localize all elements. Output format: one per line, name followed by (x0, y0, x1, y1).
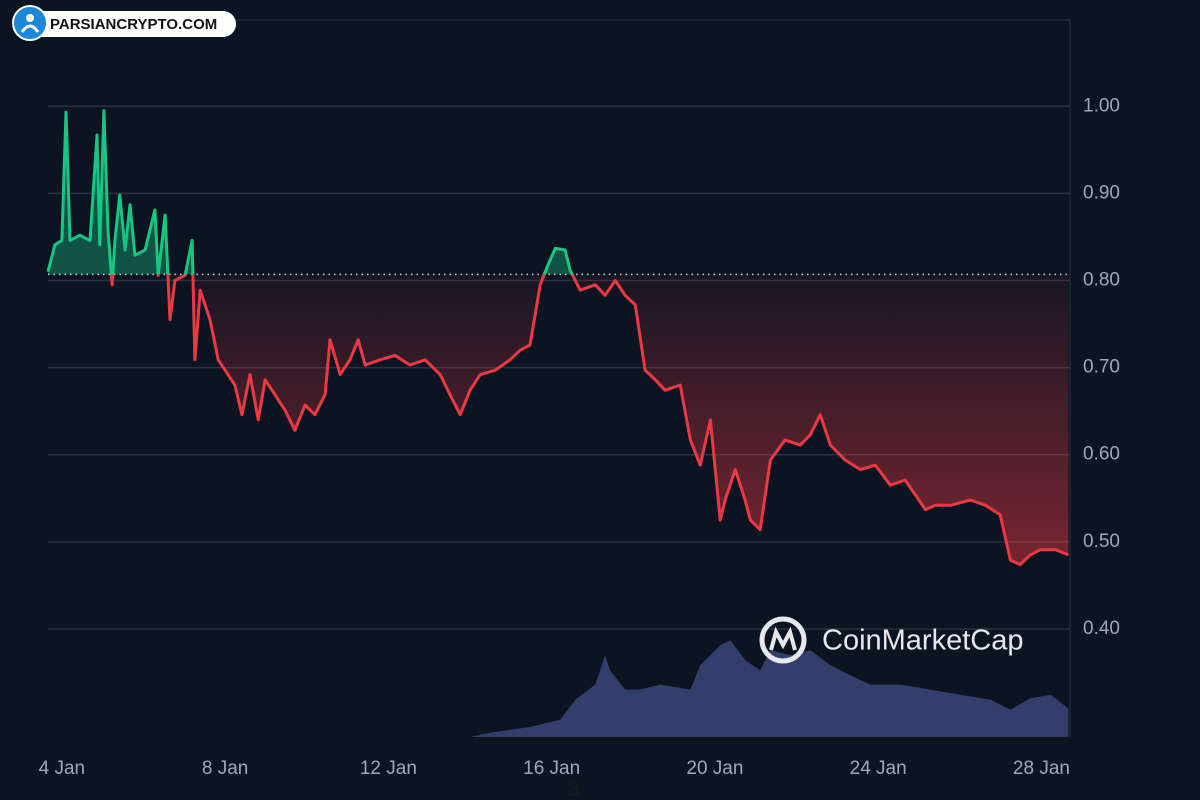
y-tick-label: 0.60 (1083, 444, 1120, 465)
y-tick-label: 1.00 (1083, 95, 1120, 116)
x-tick-label: 28 Jan (1013, 758, 1070, 779)
price-area (48, 110, 1069, 565)
source: PARSIANCRYPTO.COM (50, 16, 217, 33)
x-tick-label: 12 Jan (360, 758, 417, 779)
badge-bg (26, 11, 236, 37)
volume-layer (48, 640, 1069, 737)
note: 3 (568, 778, 579, 800)
source-badge: PARSIANCRYPTO.COM (12, 5, 236, 41)
cmc-icon (759, 616, 807, 664)
x-tick-label: 8 Jan (202, 758, 248, 779)
badge-icon (12, 5, 48, 41)
plot-layer (46, 109, 1070, 566)
x-tick-label: 20 Jan (686, 758, 743, 779)
coinmarketcap-logo: CoinMarketCap (759, 616, 1023, 664)
price-line (46, 109, 1069, 566)
y-tick-label: 0.90 (1083, 182, 1120, 203)
volume-area (48, 640, 1069, 737)
badge-icon-dot (26, 14, 34, 22)
y-tick-label: 0.70 (1083, 357, 1120, 378)
x-tick-label: 16 Jan (523, 758, 580, 779)
y-tick-label: 0.40 (1083, 618, 1120, 639)
watermark: CoinMarketCap (822, 625, 1023, 657)
x-tick-label: 4 Jan (39, 758, 85, 779)
y-tick-label: 0.80 (1083, 270, 1120, 291)
badge-icon-arc (20, 24, 40, 33)
x-tick-label: 24 Jan (850, 758, 907, 779)
cmc-icon-m (769, 626, 797, 651)
y-tick-label: 0.50 (1083, 531, 1120, 552)
